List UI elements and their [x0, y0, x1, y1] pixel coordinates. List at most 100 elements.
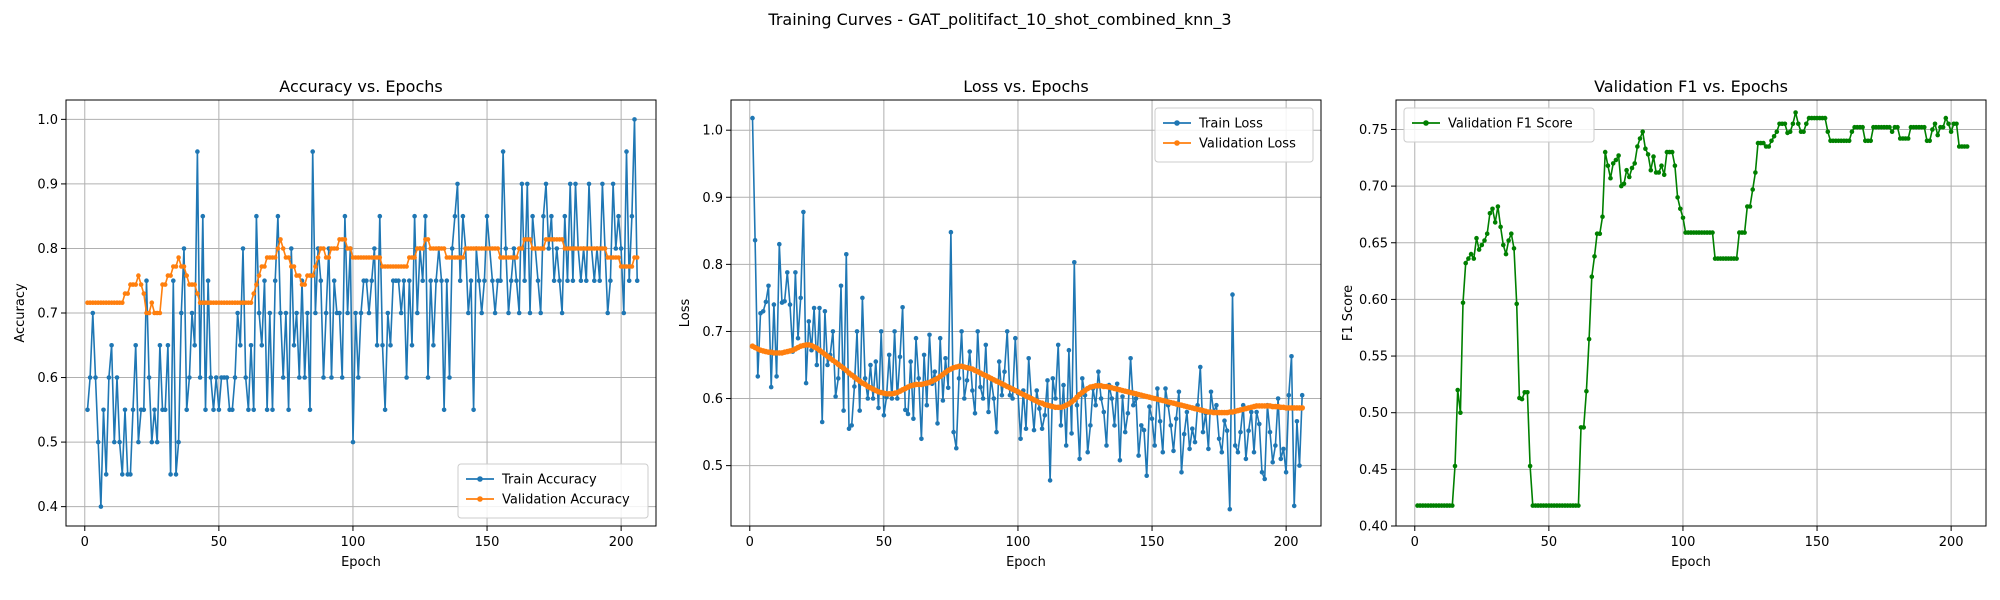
legend-box: [1154, 107, 1314, 163]
data-point: [801, 209, 806, 215]
data-point: [541, 213, 546, 219]
data-point: [1506, 238, 1511, 243]
data-point: [495, 246, 501, 251]
data-point: [1804, 121, 1809, 127]
data-point: [205, 278, 211, 284]
data-point: [833, 394, 838, 399]
data-point: [1659, 163, 1664, 168]
data-point: [133, 282, 138, 287]
data-point: [1045, 378, 1050, 383]
data-point: [1050, 376, 1056, 381]
data-point: [1004, 329, 1010, 334]
x-tick-label: 150: [1140, 535, 1165, 550]
data-point: [519, 246, 525, 251]
data-point: [112, 439, 117, 445]
data-point: [1176, 389, 1182, 395]
data-point: [377, 255, 383, 260]
data-point: [945, 385, 951, 391]
data-point: [1482, 238, 1487, 243]
data-point: [1254, 409, 1259, 415]
data-point: [760, 309, 766, 314]
data-point: [1058, 423, 1064, 428]
data-point: [1061, 382, 1066, 388]
data-point: [905, 411, 911, 417]
data-point: [836, 376, 841, 381]
legend-swatch-marker: [1174, 120, 1180, 126]
data-point: [441, 407, 447, 413]
data-point: [321, 375, 326, 380]
data-point: [597, 278, 602, 284]
y-tick-label: 0.7: [702, 325, 723, 340]
data-point: [948, 229, 954, 235]
y-axis-label: Loss: [678, 299, 693, 328]
data-point: [256, 310, 262, 316]
data-point: [109, 343, 114, 348]
data-point: [1771, 134, 1777, 139]
data-point: [889, 396, 895, 401]
data-point: [935, 421, 940, 426]
data-point: [420, 246, 426, 251]
data-point: [321, 246, 326, 251]
data-point: [323, 310, 329, 316]
data-point: [530, 213, 535, 219]
data-point: [1624, 167, 1629, 173]
data-point: [310, 273, 316, 278]
data-point: [318, 278, 324, 284]
data-point: [1490, 206, 1495, 212]
data-point: [366, 310, 372, 316]
data-point: [404, 264, 409, 269]
data-point: [1031, 427, 1037, 433]
data-point: [1651, 154, 1656, 159]
data-point: [1281, 446, 1286, 452]
data-point: [793, 270, 798, 275]
data-point: [382, 407, 388, 413]
data-point: [1222, 418, 1227, 424]
data-point: [819, 419, 825, 425]
data-point: [1468, 251, 1474, 257]
chart-3: 0 50 100 150 200 0.40 0.45 0.50 0.55 0.60 0.65 0.70…: [1341, 77, 1987, 570]
data-point: [854, 329, 860, 334]
data-point: [1635, 144, 1640, 149]
data-point: [897, 354, 903, 360]
data-point: [342, 237, 348, 242]
data-point: [870, 396, 876, 401]
data-point: [289, 246, 294, 251]
data-point: [331, 278, 337, 284]
data-point: [514, 255, 519, 260]
data-point: [605, 310, 610, 316]
data-point: [457, 278, 463, 284]
y-tick-label: 0.50: [1359, 406, 1388, 421]
data-point: [1954, 121, 1959, 127]
data-point: [1133, 396, 1139, 401]
data-point: [141, 291, 147, 296]
data-point: [822, 309, 828, 314]
data-point: [162, 407, 168, 413]
data-point: [1887, 124, 1892, 130]
data-point: [937, 335, 943, 341]
data-point: [1267, 429, 1273, 435]
data-point: [900, 305, 905, 310]
data-point: [374, 343, 380, 348]
data-point: [291, 343, 297, 348]
data-point: [954, 445, 959, 451]
data-point: [541, 246, 546, 251]
data-point: [238, 343, 243, 348]
data-point: [1822, 115, 1828, 121]
data-point: [584, 278, 589, 284]
data-point: [1463, 260, 1468, 266]
y-tick-label: 0.8: [37, 242, 58, 257]
data-point: [964, 378, 970, 383]
data-point: [407, 278, 412, 284]
legend-entry: Train Loss: [1198, 117, 1263, 132]
legend-swatch-marker: [1423, 120, 1429, 126]
data-point: [1013, 335, 1018, 341]
data-point: [1152, 443, 1157, 448]
data-point: [878, 329, 884, 334]
legend: Validation F1 Score: [1403, 107, 1595, 143]
data-point: [425, 375, 431, 380]
data-point: [1286, 392, 1292, 398]
data-point: [423, 213, 428, 219]
data-point: [162, 282, 168, 287]
x-tick-label: 0: [1411, 535, 1419, 550]
y-tick-label: 0.4: [37, 500, 58, 515]
